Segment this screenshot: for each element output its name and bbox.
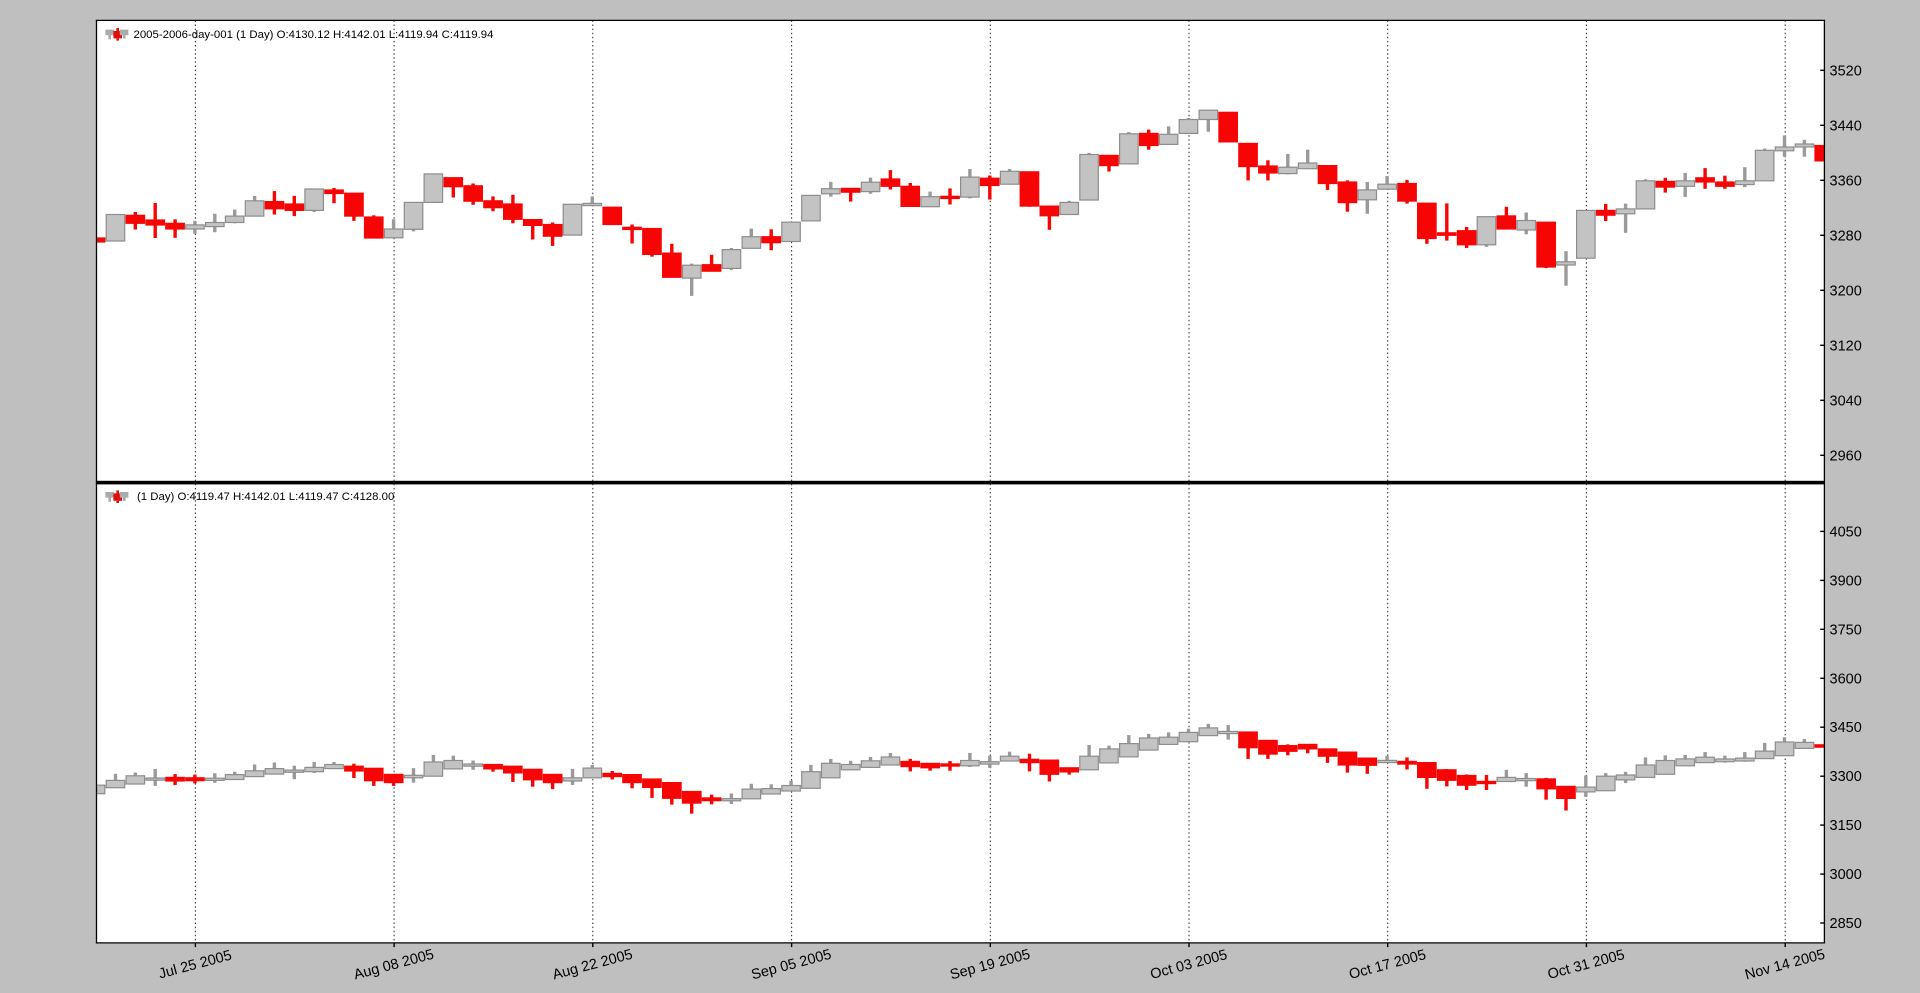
svg-text:3280: 3280 [1830,228,1862,244]
svg-text:3900: 3900 [1830,573,1862,589]
svg-text:3300: 3300 [1830,769,1862,785]
svg-text:3150: 3150 [1830,818,1862,834]
svg-text:(1 Day) O:4119.47 H:4142.01 L:: (1 Day) O:4119.47 H:4142.01 L:4119.47 C:… [137,491,394,503]
svg-text:2005-2006-day-001 (1 Day) O:41: 2005-2006-day-001 (1 Day) O:4130.12 H:41… [134,29,494,41]
svg-text:3040: 3040 [1830,393,1862,409]
svg-text:3520: 3520 [1830,63,1862,79]
svg-text:3440: 3440 [1830,118,1862,134]
svg-text:3750: 3750 [1830,622,1862,638]
svg-text:3000: 3000 [1830,867,1862,883]
svg-text:3450: 3450 [1830,720,1862,736]
svg-text:4050: 4050 [1830,524,1862,540]
svg-text:3120: 3120 [1830,338,1862,354]
svg-text:3600: 3600 [1830,671,1862,687]
svg-text:3360: 3360 [1830,173,1862,189]
svg-text:3200: 3200 [1830,283,1862,299]
svg-text:2850: 2850 [1830,916,1862,932]
svg-text:2960: 2960 [1830,448,1862,464]
